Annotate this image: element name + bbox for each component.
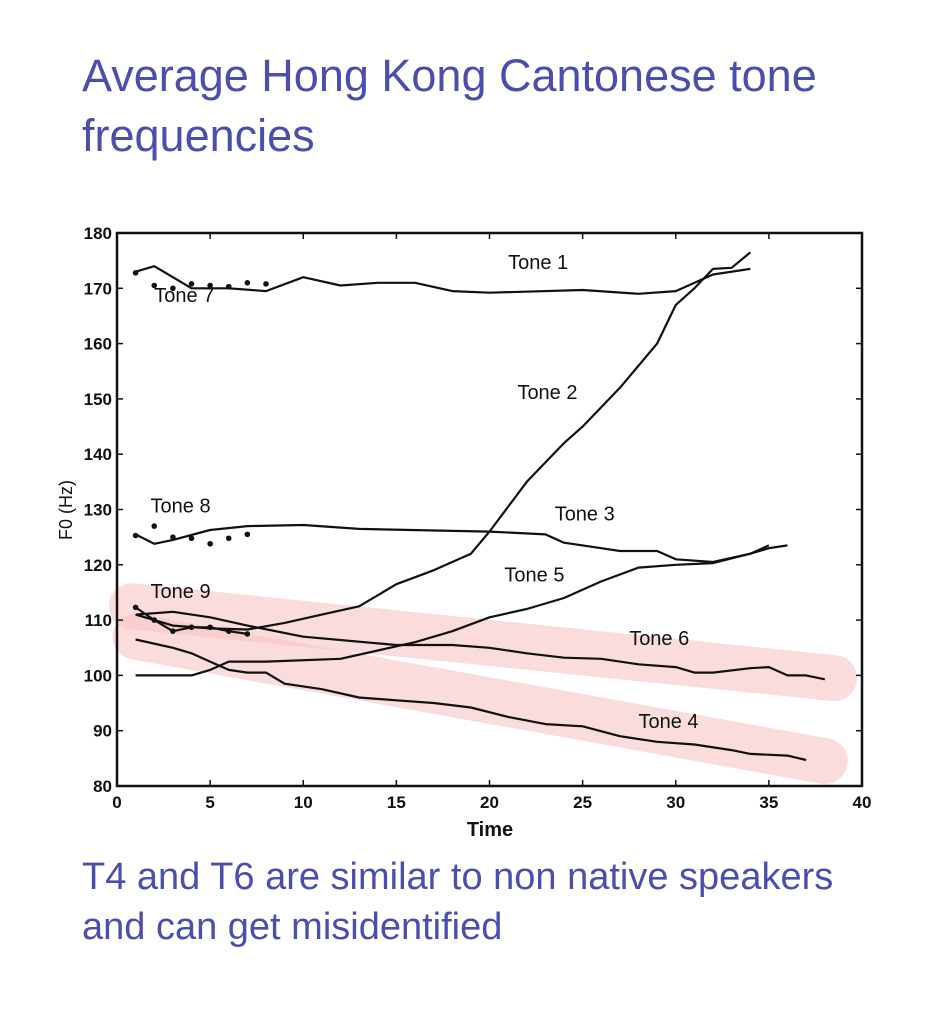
tone-7-point — [244, 279, 251, 286]
tone-1-line — [135, 265, 751, 295]
tone-6-line — [135, 610, 826, 681]
slide-caption: T4 and T6 are similar to non native spea… — [82, 856, 834, 948]
tone-8-point — [244, 531, 251, 538]
tone-6-label: Tone 6 — [629, 628, 689, 650]
tone-9-point — [132, 604, 139, 611]
tone-8-label: Tone 8 — [151, 495, 211, 517]
series-labels: Tone 1 Tone 7 Tone 2 Tone 3 Tone 8 Tone 5 Tone… — [151, 252, 699, 733]
y-tick-label: 90 — [93, 722, 112, 741]
tone-8-point — [207, 540, 213, 547]
slide-title: Average Hong Kong Cantonese tone frequen… — [82, 50, 817, 161]
y-tick-label: 160 — [84, 335, 112, 354]
tone-3-line — [135, 523, 788, 564]
tone-8-point — [188, 535, 195, 542]
x-tick-label: 15 — [387, 793, 406, 812]
tone-5-line — [135, 544, 770, 677]
y-tick-label: 110 — [85, 611, 112, 630]
x-tick-label: 35 — [759, 793, 778, 812]
tone-8-point — [151, 523, 158, 529]
x-tick-label: 25 — [573, 793, 592, 812]
highlight-band-tone-4 — [112, 613, 848, 785]
tone-1-label: Tone 1 — [508, 252, 568, 274]
x-tick-label: 30 — [666, 793, 685, 812]
tone-2-line — [135, 251, 751, 631]
tone-7-point — [263, 281, 269, 287]
tone-2-label: Tone 2 — [517, 382, 577, 404]
tone-9-point — [244, 631, 251, 637]
tone-9-label: Tone 9 — [151, 581, 211, 603]
tone-7-point — [188, 281, 195, 287]
tone-7-point — [225, 283, 232, 290]
tone-7-point — [207, 282, 213, 289]
tone-5-label: Tone 5 — [504, 564, 564, 586]
y-tick-label: 80 — [93, 777, 112, 796]
tone-7-point — [132, 270, 139, 276]
x-tick-label: 10 — [294, 793, 313, 812]
y-tick-label: 150 — [84, 390, 112, 409]
x-axis-label: Time — [467, 819, 513, 841]
tone-4-line — [135, 638, 807, 762]
series-group — [132, 251, 826, 762]
x-tick-label: 5 — [205, 793, 214, 812]
y-axis-label: F0 (Hz) — [56, 480, 76, 540]
tone-9-point — [151, 617, 158, 623]
axis-ticks: 0 5 10 15 20 25 30 35 40 80 90 100 110 120 130 140 150 16… — [84, 224, 872, 812]
tone-7-label: Tone 7 — [154, 285, 214, 307]
tone-7-point — [151, 282, 158, 289]
highlight-band-tone-6 — [108, 583, 858, 702]
y-tick-label: 100 — [84, 666, 112, 685]
tone-9-point — [207, 624, 213, 631]
y-tick-label: 140 — [84, 445, 112, 464]
y-tick-label: 120 — [84, 556, 112, 575]
x-tick-label: 0 — [112, 793, 121, 812]
tone-8-point — [132, 532, 139, 539]
x-tick-label: 40 — [853, 793, 872, 812]
tone-8-point — [170, 534, 176, 540]
tone-9-point — [225, 628, 232, 634]
y-tick-label: 130 — [84, 501, 112, 520]
y-tick-label: 170 — [84, 279, 112, 298]
tone-9-point — [188, 624, 195, 631]
tone-4-label: Tone 4 — [639, 711, 699, 733]
tone-7-point — [170, 285, 176, 292]
highlight-bands — [108, 583, 858, 785]
tone-3-label: Tone 3 — [555, 504, 615, 526]
x-tick-label: 20 — [480, 793, 499, 812]
tone-9-point — [170, 628, 176, 634]
y-tick-label: 180 — [84, 224, 112, 243]
tone-8-point — [225, 535, 232, 542]
